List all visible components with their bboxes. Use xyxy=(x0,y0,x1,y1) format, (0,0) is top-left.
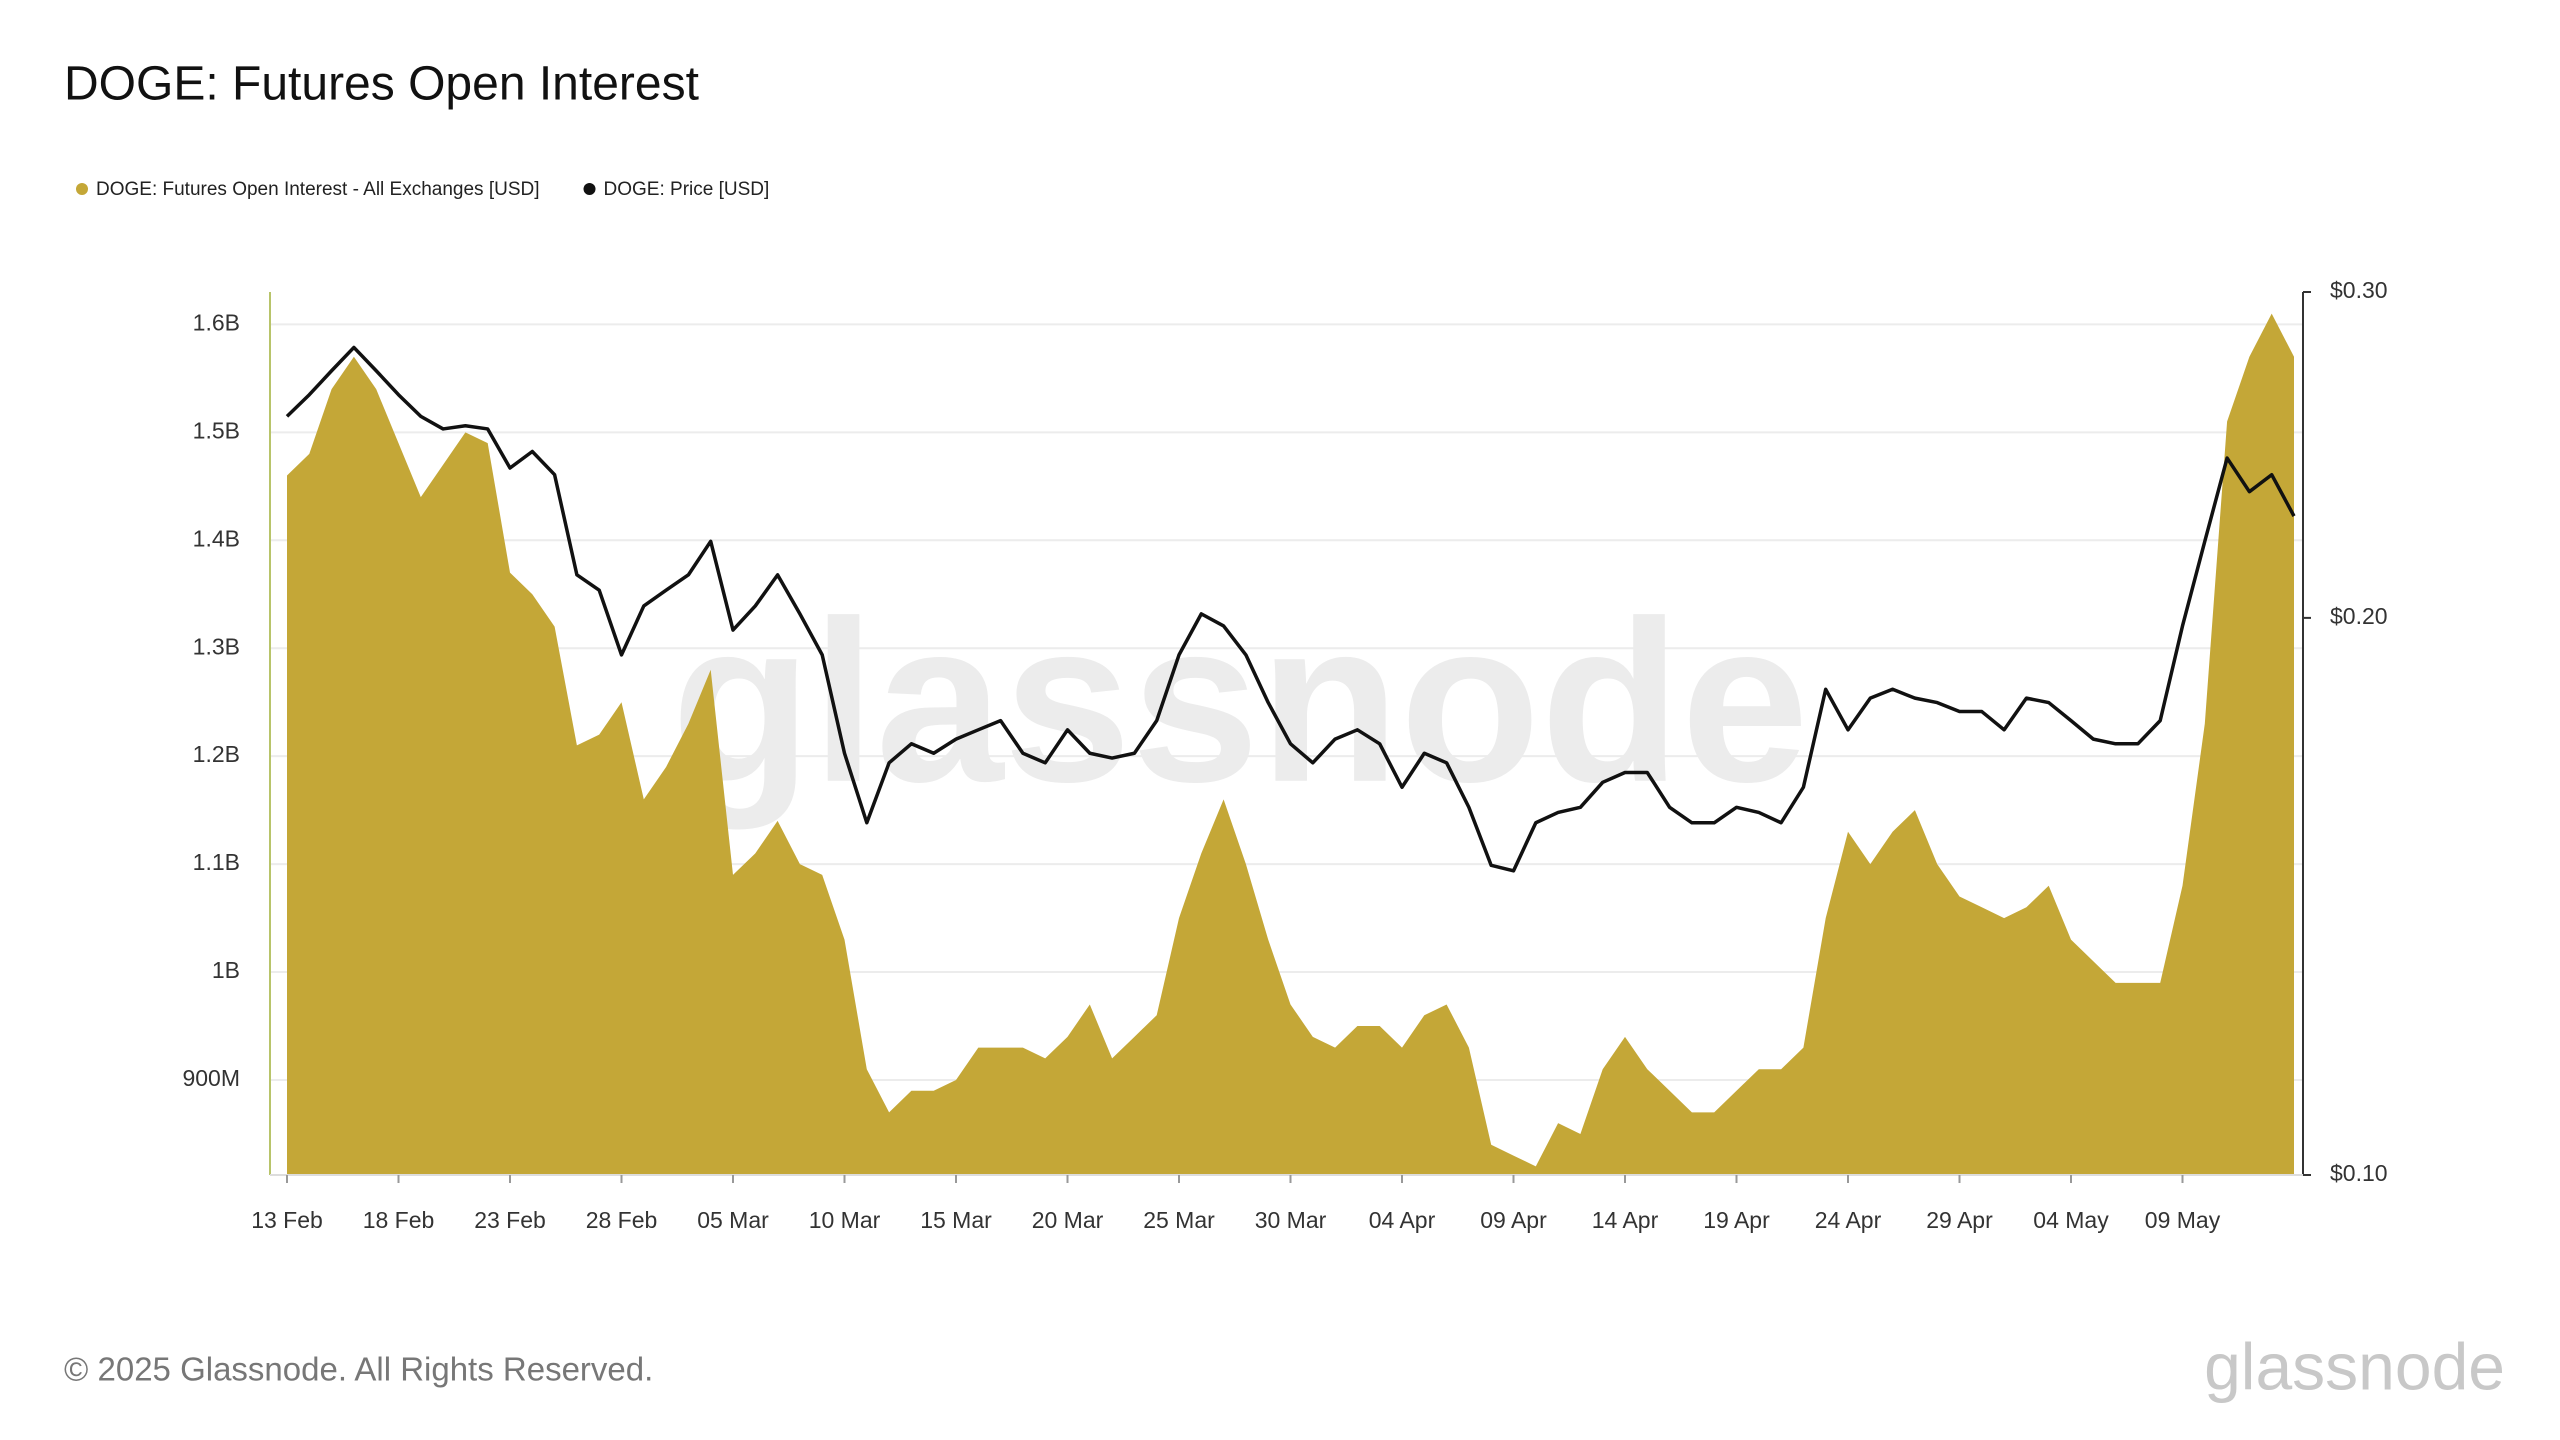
x-tick-label: 04 Apr xyxy=(1369,1207,1436,1233)
y2-tick-label: $0.30 xyxy=(2330,277,2388,303)
legend-marker xyxy=(76,183,88,195)
x-tick-label: 04 May xyxy=(2033,1207,2109,1233)
x-tick-label: 29 Apr xyxy=(1926,1207,1993,1233)
y-tick-label: 900M xyxy=(182,1065,240,1091)
y-tick-label: 1.4B xyxy=(193,525,240,551)
area xyxy=(287,313,2294,1175)
x-tick-label: 10 Mar xyxy=(809,1207,881,1233)
watermark: glassnode xyxy=(671,573,1809,830)
x-tick-label: 23 Feb xyxy=(474,1207,546,1233)
logo: glassnode xyxy=(2204,1329,2505,1403)
y-tick-label: 1.2B xyxy=(193,741,240,767)
legend: DOGE: Futures Open Interest - All Exchan… xyxy=(76,179,769,200)
x-tick-label: 18 Feb xyxy=(363,1207,435,1233)
footer: © 2025 Glassnode. All Rights Reserved. xyxy=(64,1351,653,1388)
chart-title: DOGE: Futures Open Interest xyxy=(64,58,699,111)
x-tick-label: 09 May xyxy=(2145,1207,2221,1233)
legend-label: DOGE: Futures Open Interest - All Exchan… xyxy=(96,179,540,200)
x-tick-label: 14 Apr xyxy=(1592,1207,1659,1233)
x-tick-label: 13 Feb xyxy=(251,1207,323,1233)
x-tick-label: 24 Apr xyxy=(1815,1207,1882,1233)
y-tick-label: 1.1B xyxy=(193,849,240,875)
legend-marker xyxy=(583,183,596,195)
y-tick-label: 1.3B xyxy=(193,633,240,659)
x-tick-label: 20 Mar xyxy=(1032,1207,1104,1233)
y-tick-label: 1.5B xyxy=(193,417,240,443)
y-tick-label: 1B xyxy=(212,957,240,983)
legend-label: DOGE: Price [USD] xyxy=(604,179,770,200)
x-tick-label: 05 Mar xyxy=(697,1207,769,1233)
y2-tick-label: $0.10 xyxy=(2330,1160,2388,1186)
x-tick-label: 30 Mar xyxy=(1255,1207,1327,1233)
x-tick-label: 19 Apr xyxy=(1703,1207,1770,1233)
x-tick-label: 09 Apr xyxy=(1480,1207,1547,1233)
x-tick-label: 28 Feb xyxy=(586,1207,658,1233)
y2-tick-label: $0.20 xyxy=(2330,603,2388,629)
x-tick-label: 25 Mar xyxy=(1143,1207,1215,1233)
line xyxy=(285,345,2296,873)
y-tick-label: 1.6B xyxy=(193,309,240,335)
x-tick-label: 15 Mar xyxy=(920,1207,992,1233)
